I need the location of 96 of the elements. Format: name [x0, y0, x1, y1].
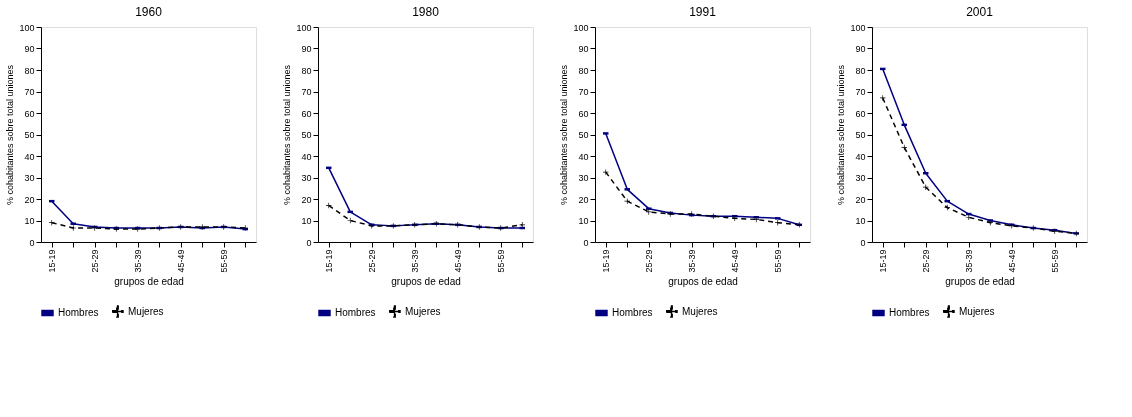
y-tick-label: 80	[24, 65, 35, 76]
y-tick-label: 50	[301, 130, 312, 140]
y-tick-label: 80	[301, 65, 312, 76]
x-tick-label: 15-19	[47, 249, 58, 273]
y-tick-label: 50	[578, 130, 589, 140]
y-tick-label: 10	[301, 216, 312, 226]
x-tick-label: 15-19	[601, 249, 612, 273]
x-tick-label: 45-49	[453, 249, 464, 273]
x-tick-label: 25-29	[644, 249, 655, 273]
y-tick-label: 0	[860, 237, 866, 248]
legend-label: Mujeres	[405, 305, 441, 317]
legend-label: Hombres	[335, 307, 376, 319]
x-axis-title: grupos de edad	[945, 275, 1015, 287]
y-tick-label: 10	[24, 216, 35, 226]
y-tick-label: 30	[855, 173, 866, 183]
y-tick-label: 100	[19, 22, 35, 33]
y-tick-label: 60	[301, 108, 312, 119]
point	[944, 204, 950, 211]
y-tick-label: 60	[578, 108, 589, 119]
x-tick-label: 55-59	[773, 249, 784, 273]
y-tick-label: 0	[583, 237, 589, 248]
y-tick-label: 70	[24, 87, 35, 97]
y-tick-label: 20	[855, 194, 866, 205]
y-tick-label: 30	[301, 173, 312, 183]
point	[987, 219, 993, 226]
y-tick-label: 30	[578, 173, 589, 183]
x-tick-label: 45-49	[176, 249, 187, 273]
x-axis-title: grupos de edad	[114, 275, 184, 287]
y-tick-label: 90	[578, 44, 589, 54]
y-axis-title: % cohabitantes sobre total uniones	[282, 64, 293, 206]
y-tick-label: 40	[855, 151, 866, 162]
point	[326, 202, 332, 209]
y-tick-label: 10	[855, 216, 866, 226]
y-tick-label: 60	[855, 108, 866, 119]
x-tick-label: 35-39	[964, 249, 975, 273]
legend-label: Hombres	[889, 307, 930, 319]
x-tick-label: 55-59	[496, 249, 507, 273]
chart-title: 1960	[135, 5, 163, 19]
x-axis-title: grupos de edad	[391, 275, 461, 287]
y-tick-label: 10	[578, 216, 589, 226]
y-tick-label: 20	[578, 194, 589, 205]
y-tick-label: 40	[24, 151, 35, 162]
chart-title: 2001	[966, 5, 994, 19]
y-tick-label: 100	[296, 22, 312, 33]
x-tick-label: 25-29	[90, 249, 101, 273]
x-tick-label: 45-49	[1007, 249, 1018, 273]
x-tick-label: 35-39	[133, 249, 144, 273]
chart-title: 1980	[412, 5, 440, 19]
x-tick-label: 15-19	[324, 249, 335, 273]
x-axis-title: grupos de edad	[668, 275, 738, 287]
y-tick-label: 40	[578, 151, 589, 162]
y-tick-label: 70	[578, 87, 589, 97]
legend-label: Hombres	[58, 307, 99, 319]
x-tick-label: 35-39	[687, 249, 698, 273]
y-tick-label: 70	[855, 87, 866, 97]
y-tick-label: 80	[855, 65, 866, 76]
y-tick-label: 30	[24, 173, 35, 183]
y-axis-title: % cohabitantes sobre total uniones	[5, 64, 16, 206]
point	[775, 219, 781, 226]
chart-title: 1991	[689, 5, 717, 19]
y-tick-label: 90	[301, 44, 312, 54]
y-tick-label: 20	[24, 194, 35, 205]
y-tick-label: 50	[855, 130, 866, 140]
y-tick-label: 100	[850, 22, 866, 33]
y-tick-label: 0	[306, 237, 312, 248]
x-tick-label: 55-59	[1050, 249, 1061, 273]
point	[519, 222, 525, 228]
y-tick-label: 20	[301, 194, 312, 205]
y-tick-label: 60	[24, 108, 35, 119]
point	[732, 215, 738, 222]
point	[966, 214, 972, 221]
point	[347, 217, 353, 224]
y-tick-label: 50	[24, 130, 35, 140]
y-tick-label: 80	[578, 65, 589, 76]
y-tick-label: 70	[301, 87, 312, 97]
x-tick-label: 25-29	[367, 249, 378, 273]
y-axis-title: % cohabitantes sobre total uniones	[559, 64, 570, 206]
x-tick-label: 35-39	[410, 249, 421, 273]
y-tick-label: 100	[573, 22, 589, 33]
point	[753, 216, 759, 223]
legend-label: Mujeres	[682, 305, 718, 317]
legend-label: Hombres	[612, 307, 653, 319]
legend-label: Mujeres	[128, 305, 164, 317]
y-tick-label: 0	[29, 237, 35, 248]
x-tick-label: 25-29	[921, 249, 932, 273]
point	[923, 184, 929, 190]
y-tick-label: 40	[301, 151, 312, 162]
y-tick-label: 90	[24, 44, 35, 54]
x-tick-label: 45-49	[730, 249, 741, 273]
x-tick-label: 55-59	[219, 249, 230, 273]
point	[901, 144, 907, 151]
point	[49, 219, 55, 226]
y-tick-label: 90	[855, 44, 866, 54]
legend-label: Mujeres	[959, 305, 995, 317]
x-tick-label: 15-19	[878, 249, 889, 273]
y-axis-title: % cohabitantes sobre total uniones	[836, 64, 847, 206]
